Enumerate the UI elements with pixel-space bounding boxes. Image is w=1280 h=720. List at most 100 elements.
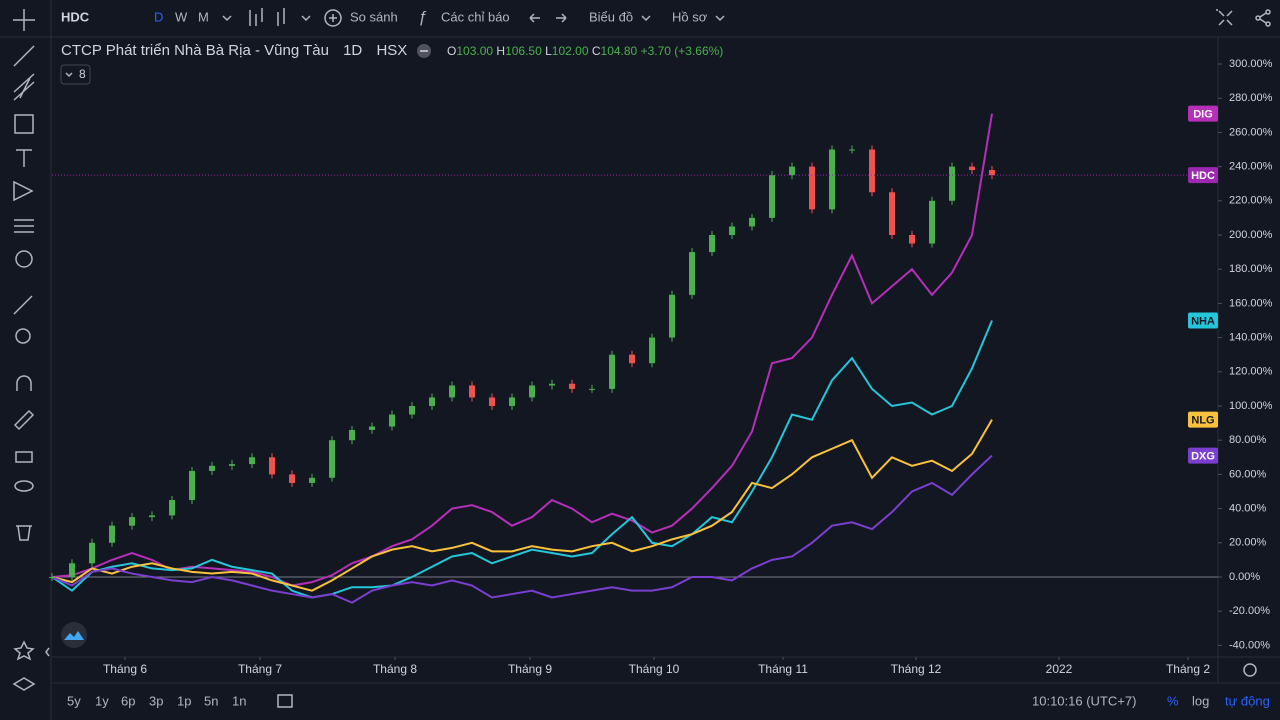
- series-line: [51, 419, 993, 592]
- candle: [349, 429, 355, 441]
- layers[interactable]: [12, 677, 36, 691]
- ohlc-value: 102.00: [552, 44, 589, 58]
- y-tick-label: 200.00%: [1229, 229, 1273, 241]
- ruler[interactable]: [13, 295, 33, 315]
- collapse[interactable]: [45, 647, 50, 657]
- date-range[interactable]: [277, 694, 293, 708]
- bars-icon[interactable]: [249, 8, 263, 26]
- visibility[interactable]: [14, 480, 34, 492]
- ohlc: O103.00 H106.50 L102.00 C104.80 +3.70 (+…: [447, 44, 723, 58]
- series-tag: [1188, 411, 1218, 428]
- compare-icon[interactable]: [329, 14, 337, 22]
- x-tick-label: Tháng 6: [103, 662, 147, 676]
- indicators[interactable]: Các chỉ báo: [441, 9, 510, 24]
- auto-toggle[interactable]: tự động: [1225, 693, 1270, 708]
- candle: [709, 235, 715, 253]
- x-tick-label: Tháng 9: [508, 662, 552, 676]
- share[interactable]: [1255, 9, 1271, 27]
- candle: [929, 200, 935, 244]
- shape-tool[interactable]: [14, 114, 34, 134]
- compare-icon[interactable]: [324, 9, 342, 27]
- fullscreen[interactable]: [1216, 9, 1233, 26]
- series-tag-label: DIG: [1193, 109, 1213, 121]
- candle: [149, 515, 155, 518]
- chart-menu[interactable]: Biểu đồ: [589, 9, 633, 24]
- y-tick-label: 80.00%: [1229, 434, 1267, 446]
- candle: [489, 397, 495, 406]
- crosshair-icon[interactable]: [13, 9, 35, 31]
- interval[interactable]: D: [154, 9, 163, 24]
- candle-icon[interactable]: [277, 8, 285, 26]
- fx-icon[interactable]: ƒ: [418, 9, 427, 26]
- settings[interactable]: [1243, 663, 1257, 677]
- undo[interactable]: [529, 13, 540, 23]
- candle: [389, 414, 395, 427]
- lock[interactable]: [15, 451, 33, 463]
- pattern-tool[interactable]: [13, 180, 34, 202]
- dropdown[interactable]: [641, 15, 651, 22]
- range[interactable]: 5y: [67, 693, 81, 708]
- y-tick-label: 160.00%: [1229, 297, 1273, 309]
- chevron[interactable]: [65, 72, 73, 78]
- interval[interactable]: W: [175, 9, 188, 24]
- candle: [429, 397, 435, 406]
- prediction-tool[interactable]: [14, 219, 34, 233]
- candle: [949, 166, 955, 201]
- interval[interactable]: M: [198, 9, 209, 24]
- series-tag: [1188, 447, 1218, 464]
- candle: [669, 294, 675, 338]
- ohlc-label: O: [447, 44, 456, 58]
- symbol[interactable]: HDC: [61, 9, 90, 24]
- x-tick-label: Tháng 10: [629, 662, 680, 676]
- log-toggle[interactable]: log: [1192, 693, 1209, 708]
- y-tick-label: 20.00%: [1229, 537, 1267, 549]
- range[interactable]: 5n: [204, 693, 218, 708]
- candle: [909, 235, 915, 244]
- dropdown[interactable]: [222, 15, 232, 22]
- redo[interactable]: [556, 13, 567, 23]
- y-tick-label: 240.00%: [1229, 161, 1273, 173]
- y-tick-label: 180.00%: [1229, 263, 1273, 275]
- compare[interactable]: So sánh: [350, 9, 398, 24]
- magnet[interactable]: [16, 375, 32, 391]
- ohlc-label: C: [592, 44, 601, 58]
- dropdown[interactable]: [715, 15, 725, 22]
- candle: [769, 175, 775, 218]
- ohlc-value: 106.50: [505, 44, 542, 58]
- fib-tool[interactable]: [13, 73, 35, 101]
- candle: [249, 457, 255, 465]
- icon-tool[interactable]: [15, 250, 33, 268]
- series-tag: [1188, 312, 1218, 329]
- candle: [829, 149, 835, 210]
- lock-draw[interactable]: [13, 409, 35, 431]
- candle: [369, 426, 375, 430]
- collapse-button[interactable]: [60, 64, 91, 85]
- profile-menu[interactable]: Hồ sơ: [672, 9, 708, 24]
- candle: [629, 354, 635, 364]
- dropdown[interactable]: [301, 15, 311, 22]
- range[interactable]: 3p: [149, 693, 163, 708]
- range[interactable]: 6p: [121, 693, 135, 708]
- percent-toggle[interactable]: %: [1167, 693, 1179, 708]
- candle: [169, 500, 175, 516]
- exchange: HSX: [376, 42, 407, 59]
- candle: [589, 388, 595, 390]
- trash[interactable]: [16, 525, 32, 541]
- candle: [549, 383, 555, 386]
- range[interactable]: 1n: [232, 693, 246, 708]
- ohlc-value: 104.80: [601, 44, 638, 58]
- watchlist[interactable]: [13, 640, 35, 661]
- range[interactable]: 1p: [177, 693, 191, 708]
- x-tick-label: Tháng 12: [891, 662, 942, 676]
- trendline-tool[interactable]: [13, 45, 35, 67]
- zoom[interactable]: [15, 328, 31, 344]
- plot: -40.00% -20.00% 0.00% 20.00% 40.00% 60.00% 80.…: [49, 58, 1273, 676]
- indicator-count[interactable]: 8: [79, 67, 86, 81]
- y-tick-label: 300.00%: [1229, 58, 1273, 70]
- series-tag: [1188, 167, 1218, 184]
- x-tick-label: Tháng 2: [1166, 662, 1210, 676]
- range[interactable]: 1y: [95, 693, 109, 708]
- candle: [529, 385, 535, 398]
- text-tool[interactable]: [16, 149, 32, 167]
